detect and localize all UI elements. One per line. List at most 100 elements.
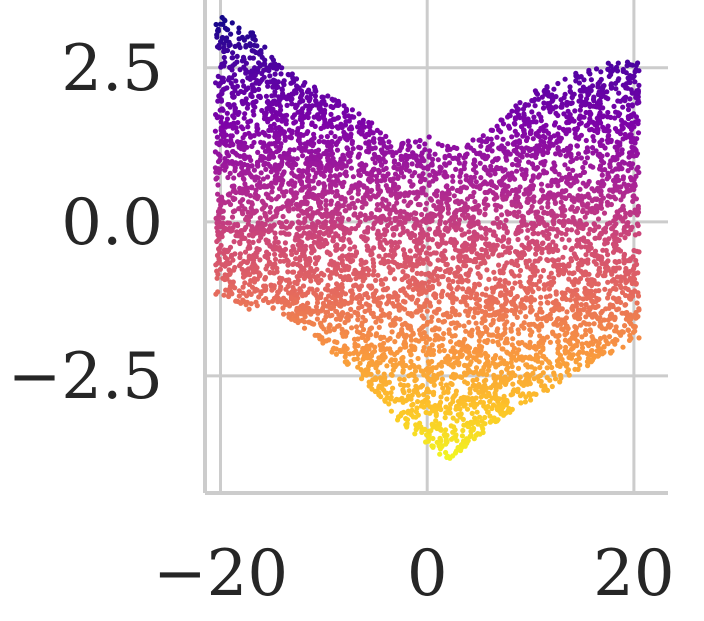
scatter-point [406, 142, 412, 148]
scatter-point [522, 175, 528, 182]
scatter-point [476, 338, 482, 344]
scatter-point [450, 255, 456, 261]
scatter-point [478, 368, 484, 374]
scatter-point [605, 123, 611, 129]
scatter-point [555, 301, 561, 307]
scatter-point [458, 227, 464, 233]
scatter-point [511, 148, 517, 154]
scatter-point [377, 130, 383, 136]
points-layer [212, 14, 642, 461]
scatter-point [242, 280, 248, 286]
scatter-point [442, 415, 448, 421]
scatter-point [393, 244, 399, 251]
scatter-point [521, 218, 527, 224]
scatter-point [519, 166, 525, 172]
scatter-point [301, 325, 308, 331]
scatter-point [256, 86, 262, 92]
scatter-point [393, 150, 399, 156]
scatter-point [588, 340, 594, 346]
scatter-point [636, 335, 642, 341]
scatter-point [610, 304, 616, 310]
scatter-point [412, 139, 419, 145]
scatter-point [230, 257, 236, 263]
scatter-point [223, 132, 229, 138]
scatter-point [550, 246, 556, 253]
scatter-point [448, 339, 454, 345]
scatter-point [547, 92, 553, 98]
scatter-point [421, 392, 427, 398]
scatter-point [269, 189, 275, 195]
scatter-point [604, 152, 610, 158]
scatter-point [535, 174, 541, 180]
scatter-point [349, 226, 355, 232]
scatter-point [616, 90, 622, 96]
scatter-point [538, 383, 545, 389]
scatter-point [245, 75, 251, 81]
scatter-point [572, 297, 579, 303]
scatter-point [477, 185, 483, 191]
scatter-point [530, 225, 536, 232]
scatter-point [456, 160, 462, 166]
scatter-point [381, 312, 388, 318]
scatter-point [583, 137, 589, 144]
scatter-point [323, 207, 329, 213]
scatter-point [379, 294, 385, 300]
scatter-point [523, 287, 529, 294]
scatter-point [524, 235, 530, 241]
scatter-point [492, 276, 498, 282]
scatter-point [216, 142, 222, 148]
scatter-point [242, 140, 248, 146]
scatter-point [613, 229, 619, 236]
scatter-point [592, 248, 599, 254]
scatter-point [333, 351, 339, 357]
scatter-point [471, 174, 477, 180]
scatter-point [499, 212, 505, 218]
scatter-point [439, 240, 445, 246]
scatter-point [373, 319, 379, 325]
scatter-point [215, 191, 221, 197]
scatter-point [450, 415, 456, 421]
scatter-point [436, 299, 442, 305]
scatter-point [280, 204, 286, 210]
scatter-point [424, 321, 430, 327]
scatter-point [610, 225, 616, 231]
scatter-point [527, 339, 533, 345]
scatter-point [504, 308, 510, 314]
scatter-point [398, 170, 405, 176]
scatter-point [470, 427, 476, 433]
scatter-point [426, 180, 432, 186]
scatter-point [577, 349, 583, 355]
scatter-point [486, 332, 492, 338]
scatter-point [257, 215, 263, 221]
scatter-point [375, 272, 381, 278]
scatter-point [509, 108, 515, 114]
scatter-point [586, 305, 592, 311]
scatter-point [502, 263, 508, 269]
scatter-point [450, 364, 456, 370]
scatter-point [454, 438, 460, 444]
scatter-point [367, 196, 373, 202]
scatter-point [365, 332, 371, 339]
scatter-point [269, 287, 275, 293]
scatter-point [362, 308, 368, 314]
scatter-point [403, 362, 409, 369]
scatter-point [262, 113, 268, 120]
scatter-point [212, 128, 218, 134]
scatter-point [265, 299, 271, 306]
scatter-point [605, 60, 611, 66]
scatter-point [291, 206, 297, 212]
scatter-point [582, 159, 588, 166]
scatter-point [246, 243, 252, 249]
scatter-point [438, 394, 444, 400]
scatter-point [264, 79, 270, 85]
scatter-point [474, 292, 480, 298]
scatter-point [482, 414, 488, 421]
scatter-point [540, 267, 547, 274]
scatter-point [339, 194, 345, 200]
scatter-point [575, 205, 581, 212]
scatter-point [435, 257, 441, 263]
scatter-point [620, 344, 626, 350]
scatter-point [286, 231, 292, 237]
scatter-point [541, 209, 547, 215]
scatter-point [236, 206, 242, 212]
